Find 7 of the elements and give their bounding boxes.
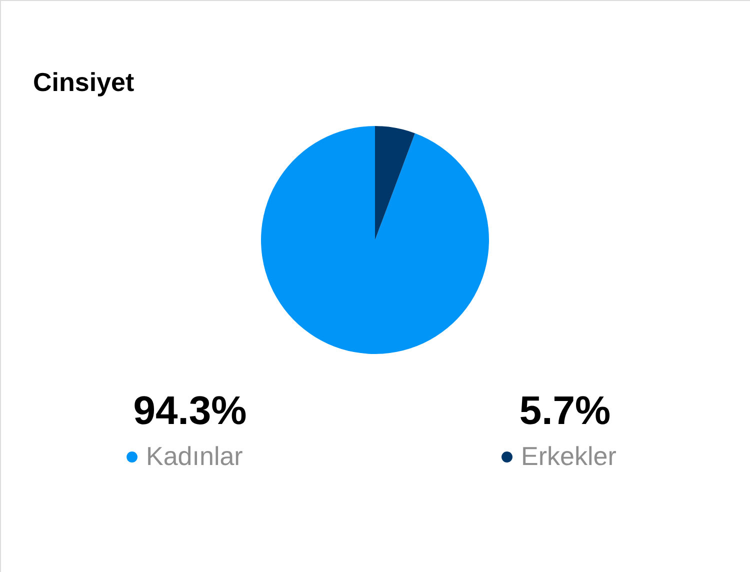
legend-label: Erkekler (521, 441, 617, 471)
chart-title: Cinsiyet (33, 67, 134, 97)
pie-slice (375, 126, 415, 240)
legend-label: Kadınlar (146, 441, 244, 471)
pie-slice (261, 126, 489, 354)
data-label: 5.7% (519, 389, 611, 433)
data-label: 94.3% (133, 389, 247, 433)
